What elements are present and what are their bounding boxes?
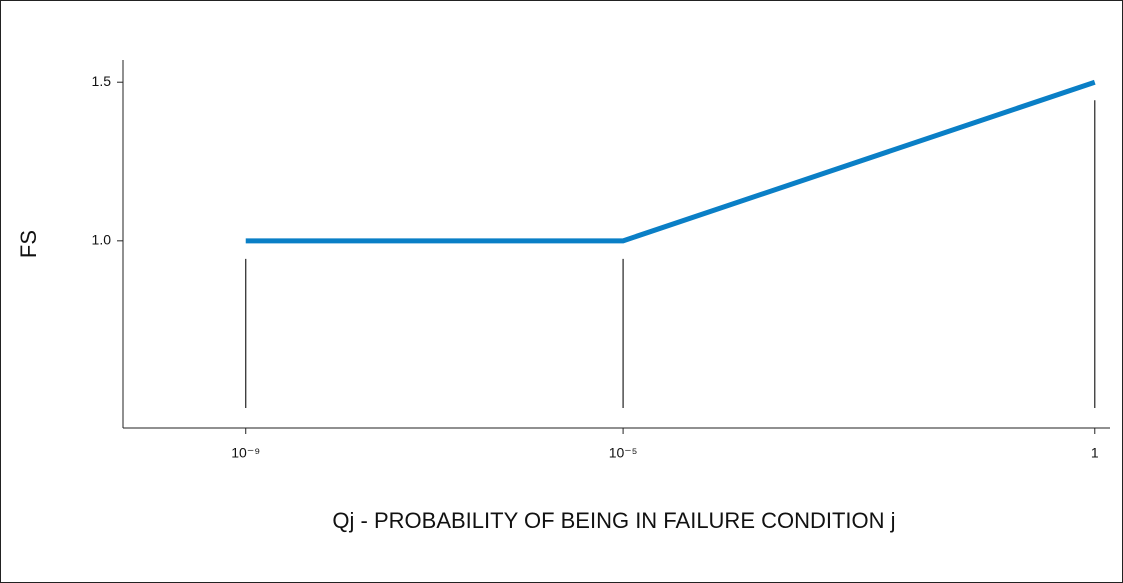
y-axis-title: FS xyxy=(16,230,41,258)
x-tick-label: 1 xyxy=(1091,445,1099,461)
data-line xyxy=(245,79,1096,244)
y-tick-label: 1.0 xyxy=(92,232,112,248)
x-axis-title: Qj - PROBABILITY OF BEING IN FAILURE CON… xyxy=(332,508,895,533)
y-tick-label: 1.5 xyxy=(92,73,112,89)
x-tick-label: 10⁻⁹ xyxy=(231,445,260,461)
x-tick-label: 10⁻⁵ xyxy=(609,445,638,461)
